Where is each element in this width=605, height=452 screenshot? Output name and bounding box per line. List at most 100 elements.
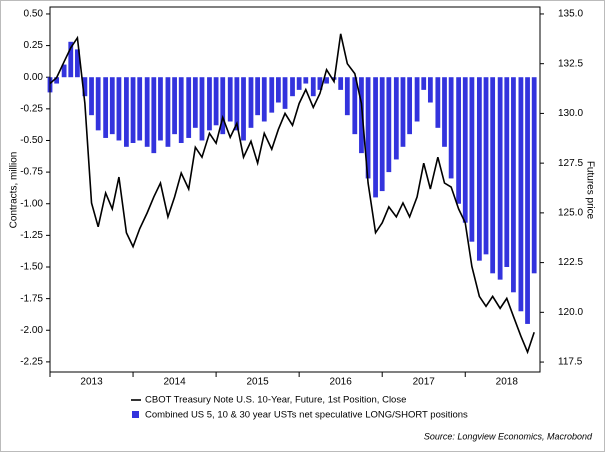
bar <box>172 77 177 135</box>
bar <box>116 77 122 141</box>
bar <box>483 77 489 255</box>
x-tick-label: 2015 <box>247 377 270 388</box>
bar <box>255 77 261 116</box>
plot-frame <box>49 6 541 373</box>
bar <box>158 77 163 141</box>
bar <box>303 77 309 84</box>
x-tick-label: 2014 <box>163 377 186 388</box>
bar <box>95 77 101 131</box>
bar <box>269 77 275 113</box>
bar <box>103 77 109 138</box>
y-tick-label: -0.25 <box>20 103 43 114</box>
bar <box>525 77 530 324</box>
bar <box>393 77 399 160</box>
bar <box>324 77 329 84</box>
bar <box>75 49 80 78</box>
bar <box>427 77 433 103</box>
bar <box>365 77 371 179</box>
bar <box>213 77 219 126</box>
legend-label: CBOT Treasury Note U.S. 10-Year, Future,… <box>145 395 406 406</box>
bar <box>220 77 226 135</box>
bar <box>282 77 288 109</box>
y2-axis-title: Futures price <box>584 161 595 220</box>
y2-tick-label: 127.5 <box>558 158 583 169</box>
bar <box>344 77 350 116</box>
bar <box>352 77 358 135</box>
bar <box>414 77 420 122</box>
bar <box>476 77 482 261</box>
y-tick-label: -0.75 <box>20 167 43 178</box>
y2-tick-label: 132.5 <box>558 58 583 69</box>
bar <box>61 64 67 78</box>
bar <box>54 77 60 84</box>
bar <box>227 77 233 122</box>
bar <box>109 77 115 135</box>
x-tick-label: 2013 <box>80 377 103 388</box>
y-tick-label: -2.00 <box>20 325 43 336</box>
y-tick-label: 0.00 <box>24 72 44 83</box>
bar <box>261 77 267 122</box>
bar <box>192 77 198 128</box>
bar <box>186 77 192 138</box>
bar <box>504 77 510 267</box>
y2-tick-label: 130.0 <box>558 108 583 119</box>
bar <box>248 77 254 128</box>
y2-tick-label: 117.5 <box>558 357 583 368</box>
source: Source: Longview Economics, Macrobond <box>424 431 593 441</box>
bar <box>421 77 427 90</box>
bar <box>241 77 246 141</box>
y2-tick-label: 135.0 <box>558 9 583 20</box>
bar <box>130 77 136 144</box>
bar <box>275 77 281 103</box>
bar <box>373 77 378 198</box>
y-axis-title: Contracts, million <box>9 152 20 229</box>
bar <box>68 41 74 78</box>
bar <box>531 77 537 274</box>
x-tick-label: 2016 <box>330 377 353 388</box>
bar <box>407 77 413 135</box>
bar <box>82 77 88 97</box>
bar <box>338 77 344 90</box>
y2-tick-label: 125.0 <box>558 208 583 219</box>
y-tick-label: -0.50 <box>20 135 43 146</box>
bar <box>151 77 157 154</box>
x-tick-label: 2017 <box>413 377 436 388</box>
y2-tick-label: 122.5 <box>558 257 583 268</box>
y-tick-label: 0.25 <box>24 40 44 51</box>
bar <box>144 77 150 147</box>
y2-tick-label: 120.0 <box>558 307 583 318</box>
bar <box>137 77 143 141</box>
bar <box>518 77 524 312</box>
bar <box>448 77 454 179</box>
bar <box>456 77 462 204</box>
bar <box>435 77 441 128</box>
bar <box>207 77 212 131</box>
line <box>49 33 535 355</box>
bar <box>400 77 406 147</box>
bar <box>497 77 503 280</box>
y-tick-label: -1.25 <box>20 230 43 241</box>
bar <box>359 77 364 154</box>
bar <box>442 77 447 147</box>
legend-swatch <box>132 411 139 418</box>
bar <box>310 77 316 97</box>
bar <box>469 77 475 242</box>
x-tick-label: 2018 <box>496 377 519 388</box>
y-tick-label: -1.50 <box>20 262 43 273</box>
bar <box>317 77 323 90</box>
bar <box>124 77 129 147</box>
y-tick-label: -1.75 <box>20 293 43 304</box>
legend-label: Combined US 5, 10 & 30 year USTs net spe… <box>145 410 468 421</box>
bar <box>199 77 205 141</box>
bar <box>386 77 392 173</box>
y-tick-label: -2.25 <box>20 357 43 368</box>
bar <box>511 77 516 293</box>
y-tick-label: -1.00 <box>20 198 43 209</box>
bar <box>165 77 171 147</box>
bar <box>296 77 302 90</box>
bar <box>178 77 184 144</box>
bar <box>290 77 295 97</box>
bar <box>379 77 385 192</box>
